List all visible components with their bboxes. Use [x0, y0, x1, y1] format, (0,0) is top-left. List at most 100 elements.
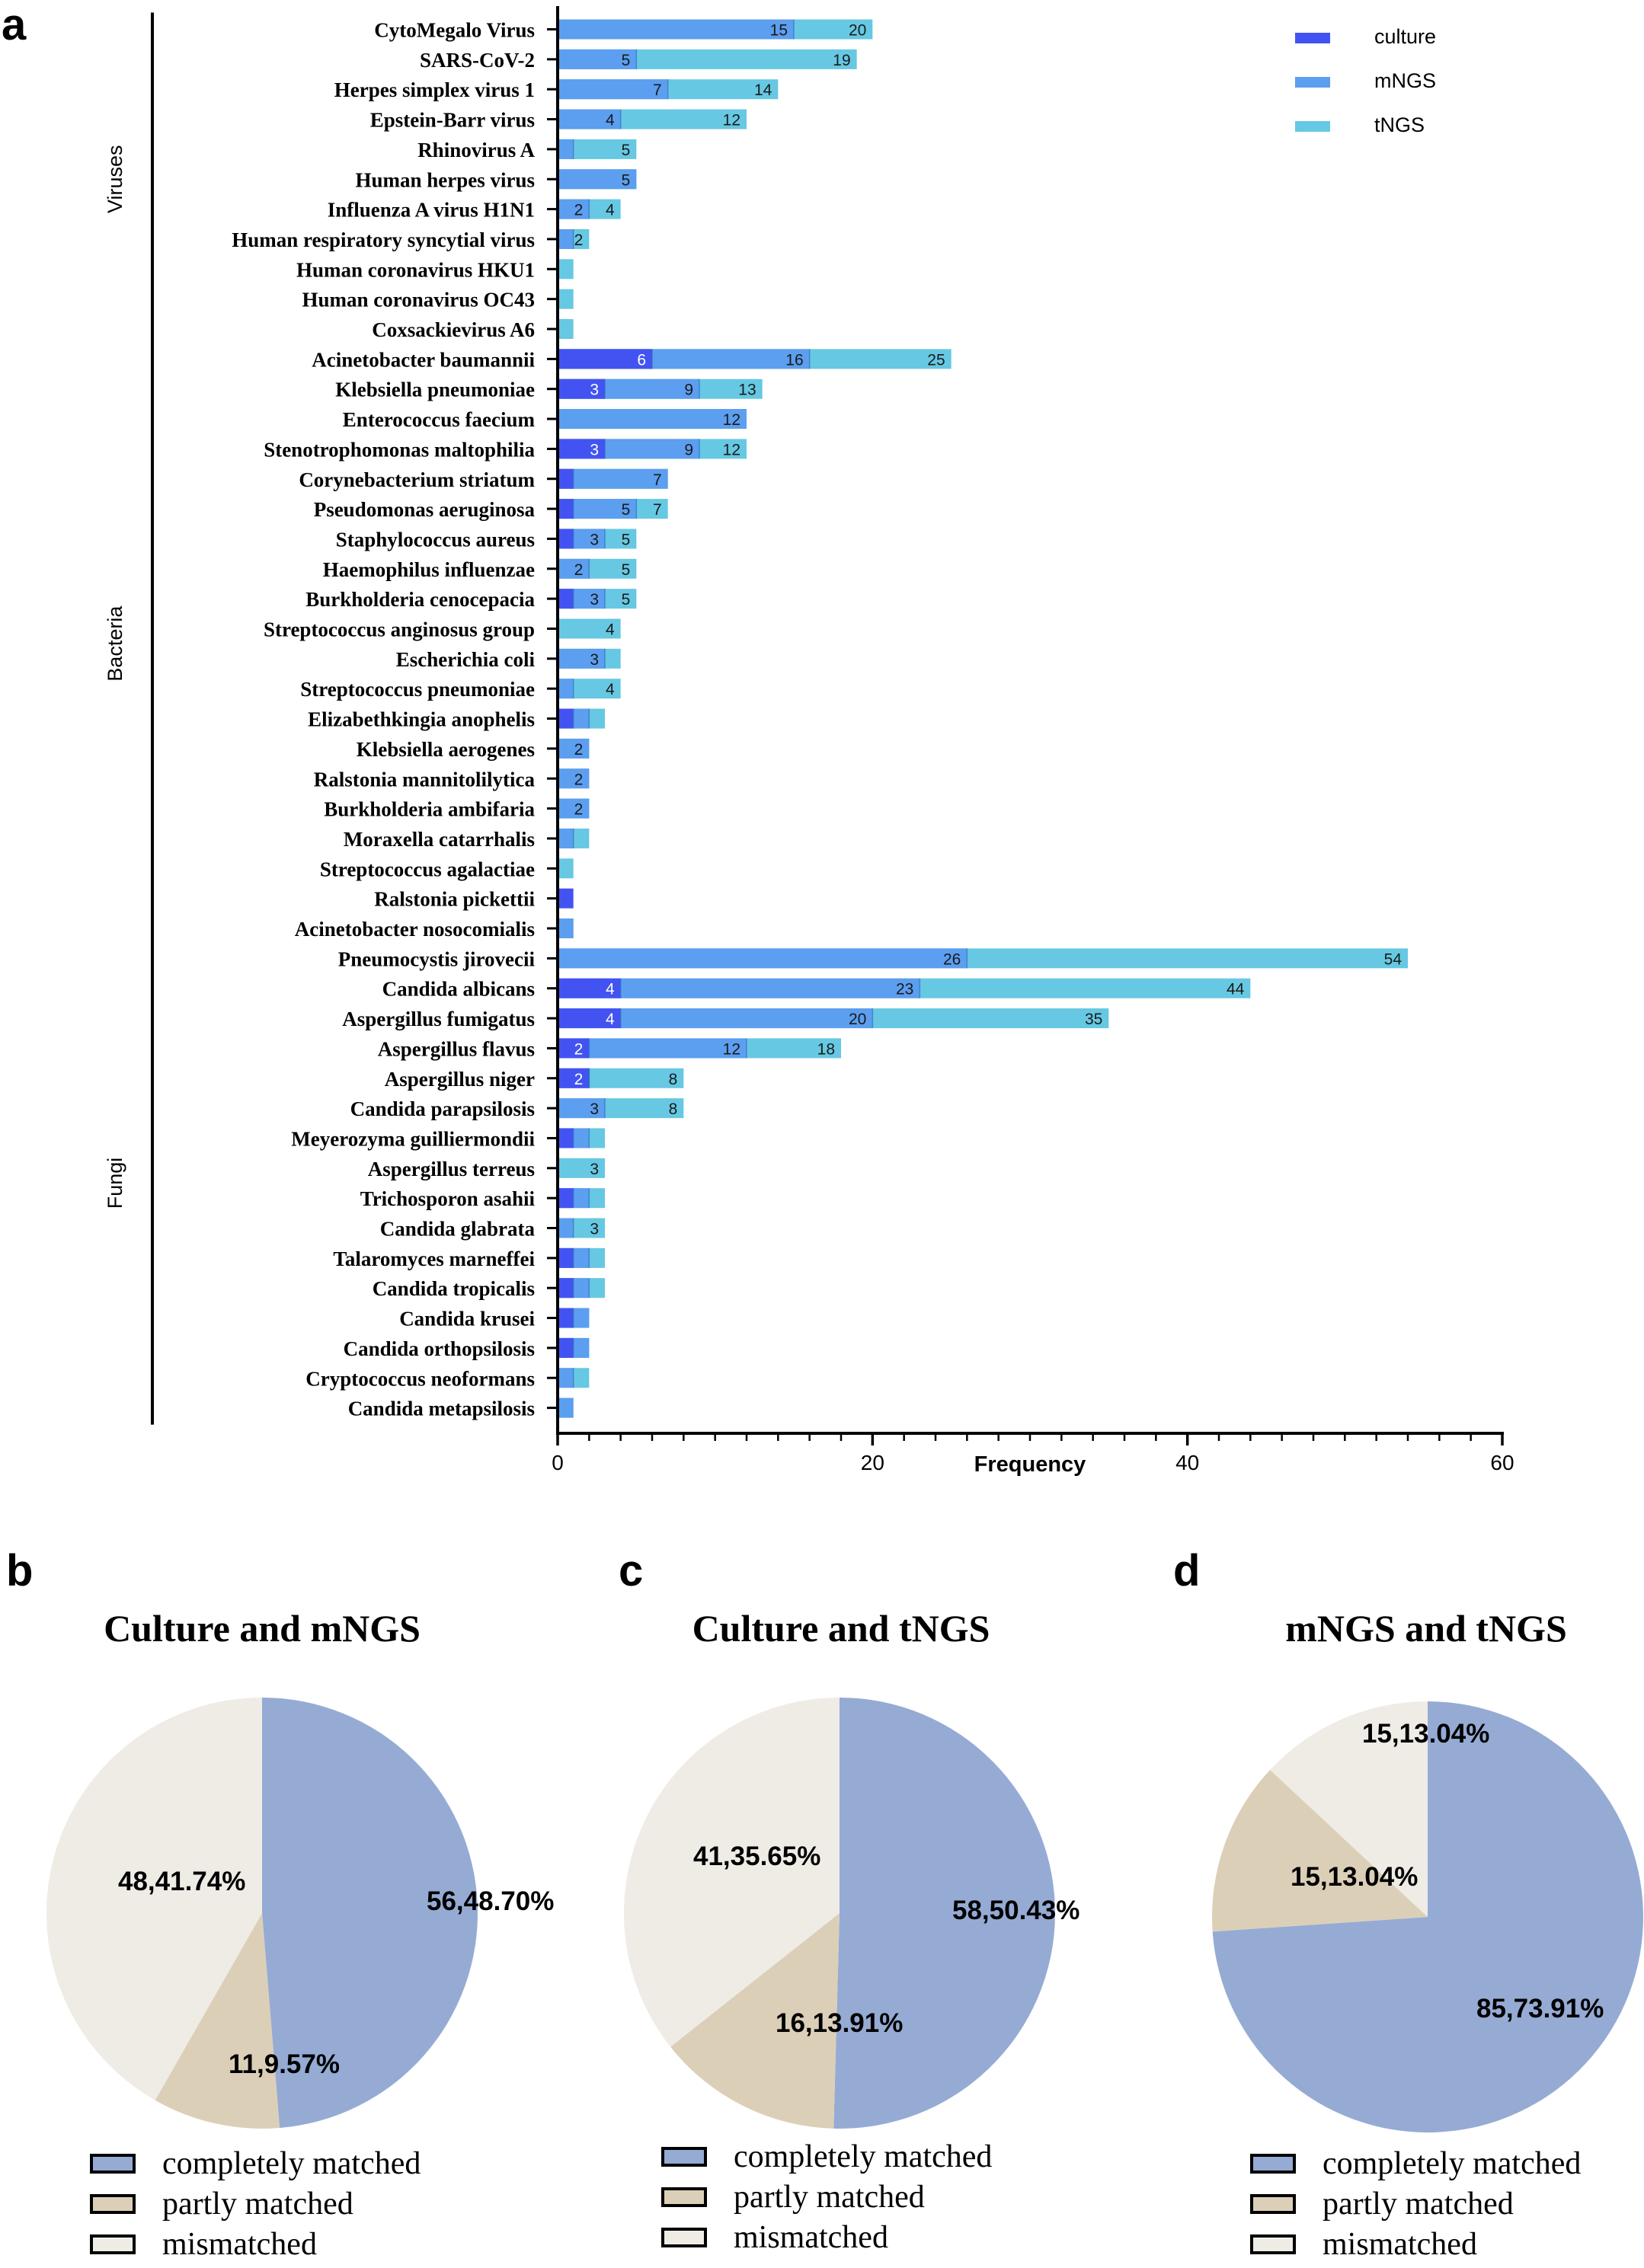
bar-culture-candida-tropicalis [558, 1278, 574, 1299]
group-label-viruses: Viruses [104, 145, 126, 213]
category-label-candida-metapsilosis: Candida metapsilosis [348, 1398, 535, 1420]
bar-value-label: 3 [590, 591, 599, 609]
bar-culture-corynebacterium-striatum [558, 468, 574, 489]
category-label-pneumocystis-jirovecii: Pneumocystis jirovecii [338, 947, 536, 970]
legend-swatch-tngs [1295, 121, 1330, 132]
bar-value-label: 3 [590, 1161, 599, 1178]
bar-value-label: 25 [927, 351, 945, 369]
bar-culture-aspergillus-niger [558, 1068, 590, 1088]
pie-slice-mismatched [1270, 1701, 1428, 1917]
category-label-meyerozyma-guilliermondii: Meyerozyma guilliermondii [291, 1127, 535, 1150]
legend-label-completely-matched: completely matched [1323, 2146, 1581, 2181]
bar-mNGS-acinetobacter-nosocomialis [558, 918, 574, 938]
category-label-klebsiella-pneumoniae: Klebsiella pneumoniae [335, 379, 535, 401]
category-label-candida-orthopsilosis: Candida orthopsilosis [344, 1337, 535, 1360]
bar-mNGS-sars-cov-2 [558, 49, 637, 69]
category-label-corynebacterium-striatum: Corynebacterium striatum [299, 468, 535, 491]
bar-mNGS-cytomegalo-virus [558, 19, 794, 40]
group-label-bacteria: Bacteria [104, 605, 126, 682]
bar-value-label: 4 [606, 112, 615, 129]
bar-value-label: 3 [590, 1221, 599, 1238]
bar-value-label: 7 [653, 471, 662, 489]
bar-value-label: 5 [622, 142, 631, 159]
bar-culture-ralstonia-pickettii [558, 888, 574, 909]
bar-mNGS-epstein-barr-virus [558, 109, 621, 129]
bar-value-label: 8 [669, 1100, 678, 1118]
bar-value-label: 4 [606, 981, 615, 998]
bar-value-label: 9 [684, 382, 693, 399]
bar-culture-klebsiella-pneumoniae [558, 379, 605, 399]
bar-value-label: 2 [574, 1040, 584, 1058]
bar-value-label: 9 [684, 441, 693, 458]
bar-value-label: 2 [574, 232, 584, 249]
legend-label-partly-matched: partly matched [1323, 2187, 1514, 2222]
legend-label-mngs: mNGS [1374, 69, 1436, 92]
pie-slice-partly-matched [1212, 1769, 1428, 1932]
category-label-herpes-simplex-virus-1: Herpes simplex virus 1 [334, 78, 535, 101]
category-label-streptococcus-agalactiae: Streptococcus agalactiae [320, 858, 535, 880]
bar-value-label: 5 [622, 501, 631, 519]
bar-value-label: 3 [590, 1100, 599, 1118]
bar-culture-meyerozyma-guilliermondii [558, 1128, 574, 1148]
category-label-stenotrophomonas-maltophilia: Stenotrophomonas maltophilia [264, 438, 535, 461]
bar-mNGS-haemophilus-influenzae [558, 558, 590, 579]
bar-value-label: 3 [590, 382, 599, 399]
category-label-candida-albicans: Candida albicans [382, 978, 535, 1001]
legend-swatch-completely-matched [1250, 2154, 1296, 2174]
x-tick-label: 20 [861, 1451, 884, 1474]
bar-value-label: 2 [574, 801, 584, 819]
bar-value-label: 3 [590, 531, 599, 548]
bar-value-label: 2 [574, 741, 584, 759]
legend-label-completely-matched: completely matched [734, 2139, 992, 2174]
bar-value-label: 7 [653, 501, 662, 519]
bar-value-label: 4 [606, 202, 615, 219]
bar-culture-aspergillus-fumigatus [558, 1008, 621, 1029]
bar-culture-acinetobacter-baumannii [558, 349, 652, 369]
bar-tNGS-human-coronavirus-oc43 [558, 289, 574, 309]
bar-culture-staphylococcus-aureus [558, 529, 574, 549]
category-label-enterococcus-faecium: Enterococcus faecium [343, 408, 536, 431]
pie-slice-partly-matched [155, 1913, 280, 2129]
legend-label-partly-matched: partly matched [162, 2187, 353, 2222]
bar-tNGS-streptococcus-anginosus-group [558, 618, 621, 639]
bar-value-label: 6 [637, 351, 646, 369]
pie-chart-d: mNGS and tNGS 85,73.91% 15,13.04% 15,13.04%… [1212, 1607, 1644, 2262]
bar-value-label: 19 [833, 52, 850, 69]
bar-value-label: 4 [606, 681, 615, 698]
bar-value-label: 13 [738, 382, 756, 399]
bar-value-label: 2 [574, 771, 584, 788]
bar-culture-trichosporon-asahii [558, 1188, 574, 1209]
bar-mNGS-candida-parapsilosis [558, 1098, 605, 1119]
bar-culture-stenotrophomonas-maltophilia [558, 439, 605, 459]
bar-mNGS-herpes-simplex-virus-1 [558, 79, 668, 100]
legend-label-mismatched: mismatched [1323, 2227, 1477, 2262]
legend-swatch-mismatched [1250, 2234, 1296, 2254]
bar-culture-pseudomonas-aeruginosa [558, 499, 574, 519]
category-label-streptococcus-pneumoniae: Streptococcus pneumoniae [300, 678, 535, 701]
legend-swatch-mismatched [661, 2228, 707, 2247]
bar-mNGS-influenza-a-virus-h1n1 [558, 199, 590, 219]
bar-culture-candida-krusei [558, 1308, 574, 1328]
category-label-aspergillus-terreus: Aspergillus terreus [368, 1158, 535, 1180]
category-label-candida-tropicalis: Candida tropicalis [373, 1277, 535, 1300]
bar-culture-talaromyces-marneffei [558, 1247, 574, 1268]
bar-value-label: 15 [770, 22, 788, 40]
category-label-moraxella-catarrhalis: Moraxella catarrhalis [344, 828, 535, 851]
bar-culture-aspergillus-flavus [558, 1038, 590, 1059]
pie-charts: Culture and mNGS 56,48.70% 11,9.57% 48,41.7… [46, 1607, 1644, 2262]
bar-value-label: 4 [606, 1011, 615, 1028]
category-label-epstein-barr-virus: Epstein-Barr virus [370, 109, 535, 132]
category-label-human-coronavirus-hku1: Human coronavirus HKU1 [296, 258, 535, 281]
bar-value-label: 44 [1227, 981, 1245, 998]
group-label-fungi: Fungi [104, 1158, 126, 1209]
category-label-haemophilus-influenzae: Haemophilus influenzae [323, 558, 535, 581]
panel-letter-d: d [1173, 1546, 1200, 1596]
pie-title: Culture and tNGS [692, 1607, 990, 1650]
legend-label-tngs: tNGS [1374, 113, 1425, 136]
bar-value-label: 35 [1085, 1011, 1102, 1028]
category-label-klebsiella-aerogenes: Klebsiella aerogenes [357, 738, 535, 761]
pie-slice-label: 15,13.04% [1291, 1862, 1418, 1892]
panel-letter-b: b [6, 1546, 33, 1596]
category-label-elizabethkingia-anophelis: Elizabethkingia anophelis [308, 708, 535, 731]
